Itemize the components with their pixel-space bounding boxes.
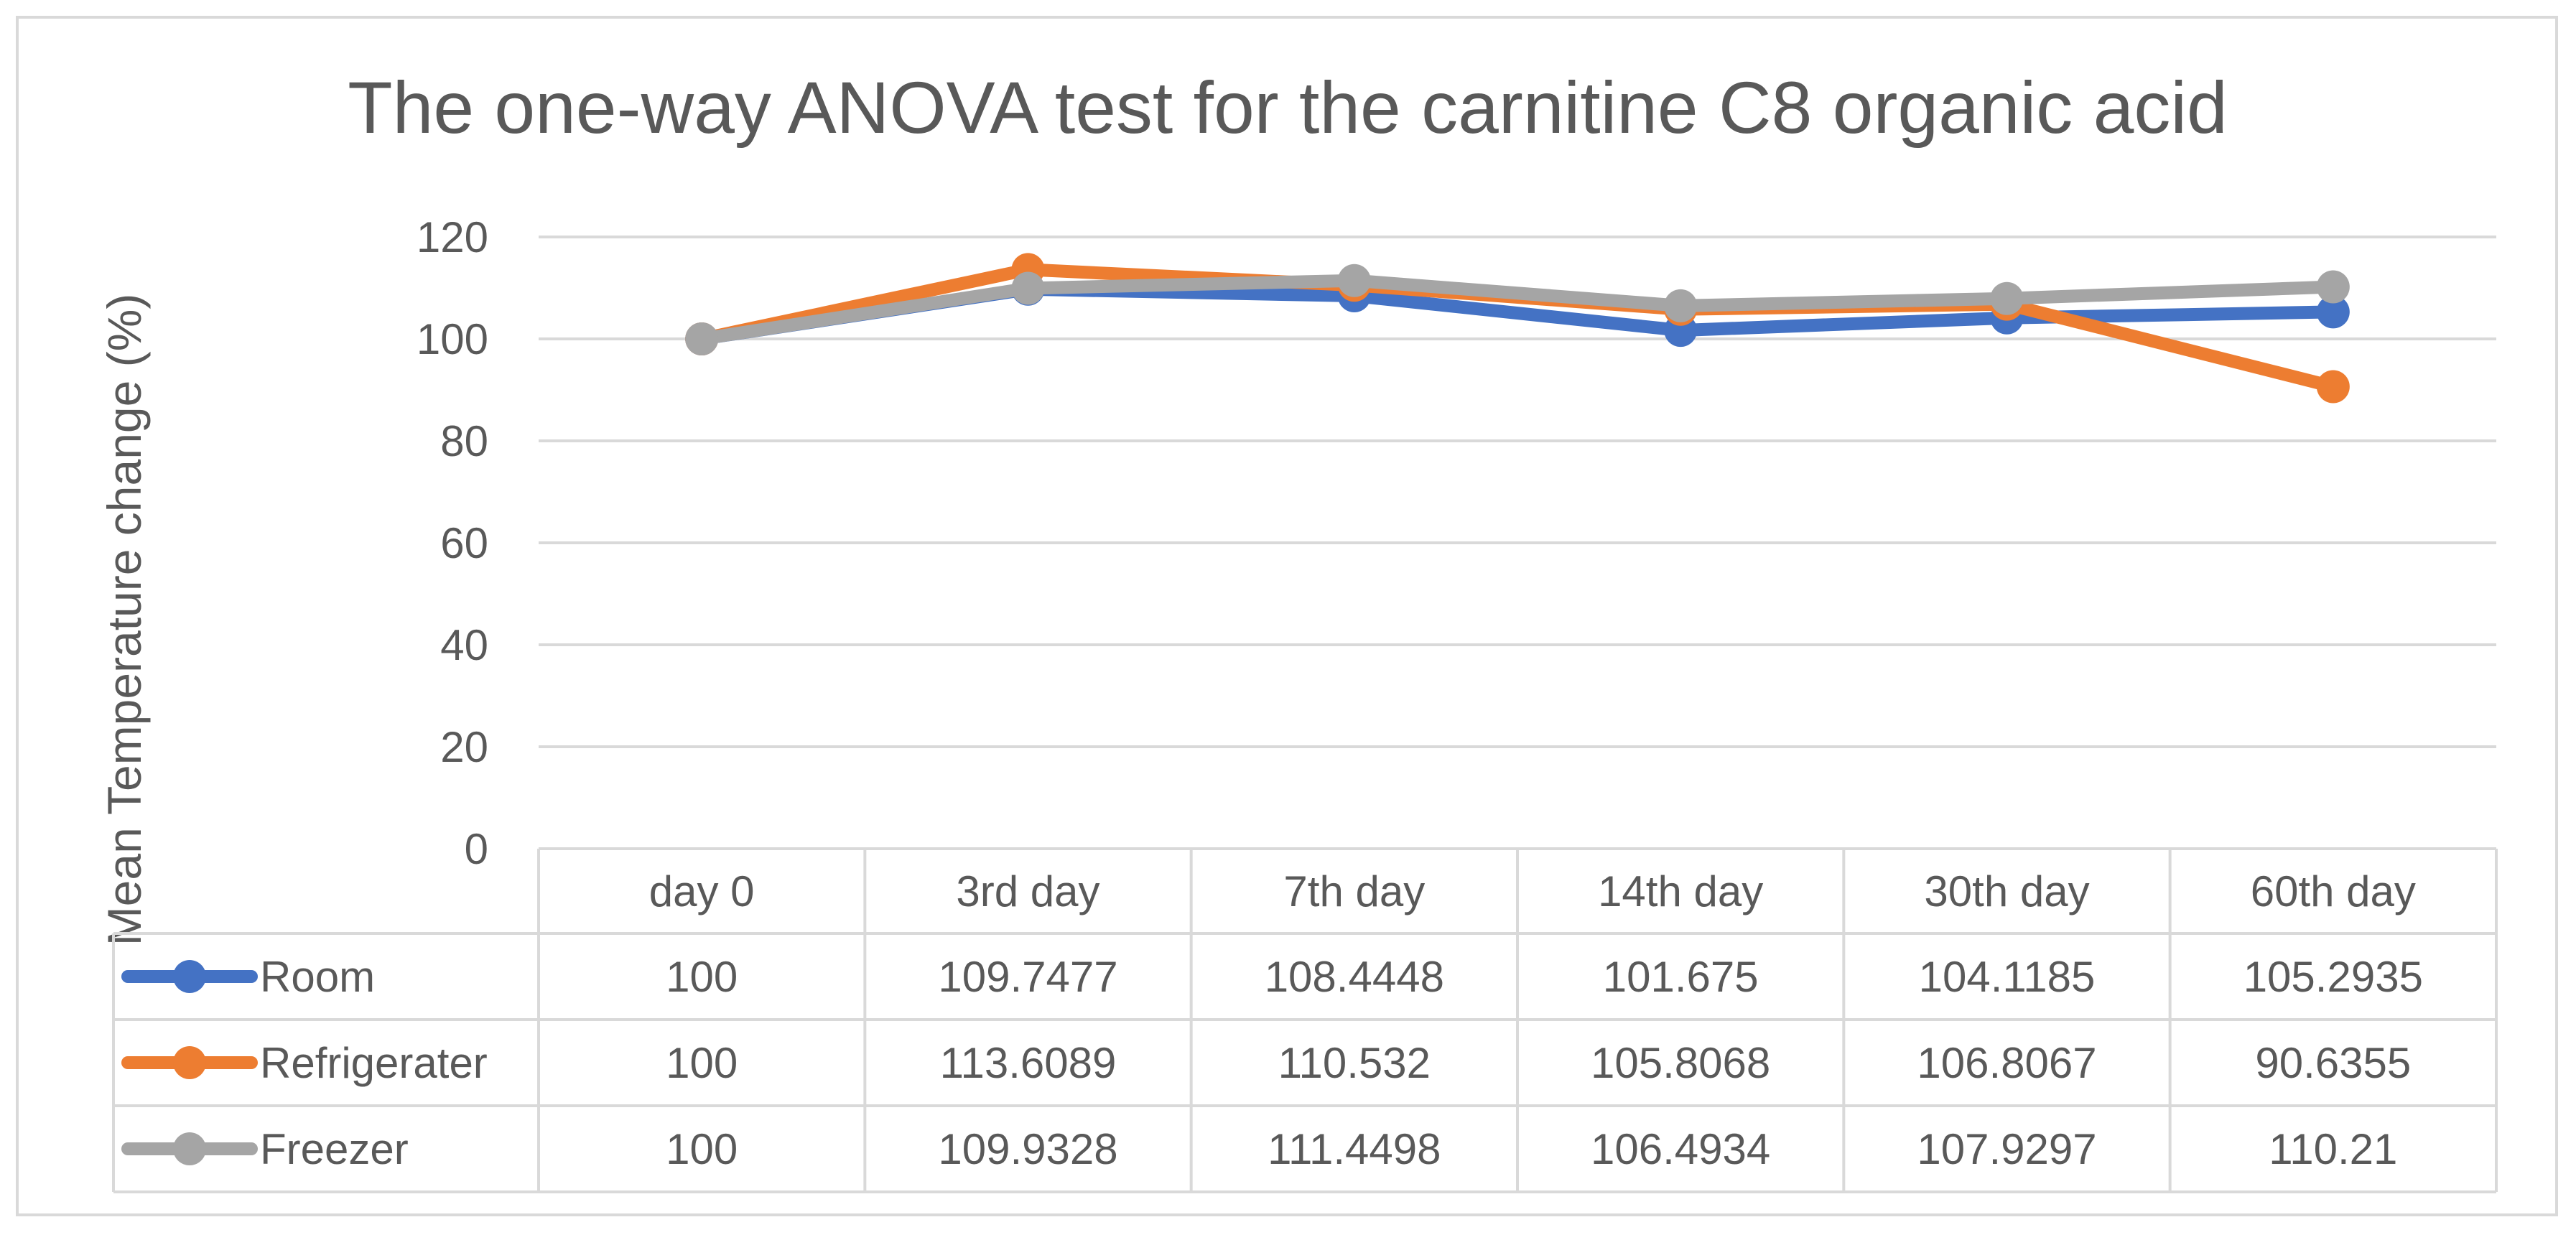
series-line — [695, 274, 2340, 345]
legend-key-refrigerater — [121, 1046, 258, 1079]
data-table-cell: 111.4498 — [1268, 1125, 1441, 1173]
x-category-label: 3rd day — [956, 867, 1099, 915]
data-point — [2316, 270, 2350, 304]
x-category-label: 7th day — [1283, 867, 1425, 915]
y-tick-label: 120 — [417, 213, 488, 261]
y-tick-label: 80 — [440, 417, 488, 465]
data-table: day 0 3rd day 7th day 14th day 30th day 60th … — [112, 847, 2498, 1193]
legend-key-freezer — [121, 1132, 258, 1165]
data-point — [1664, 289, 1698, 322]
series-lines — [685, 253, 2350, 404]
data-table-cell: 110.532 — [1278, 1039, 1431, 1087]
data-table-cell: 110.21 — [2269, 1125, 2397, 1173]
legend-label: Room — [260, 953, 375, 1001]
data-table-cell: 106.8067 — [1917, 1039, 2096, 1087]
y-tick-label: 100 — [417, 315, 488, 363]
data-table-cell: 109.7477 — [938, 953, 1117, 1001]
y-tick-label: 40 — [440, 621, 488, 669]
legend-key-marker — [173, 960, 206, 993]
legend-label: Refrigerater — [260, 1039, 488, 1087]
y-tick-label: 0 — [465, 825, 488, 873]
data-table-cell: 106.4934 — [1591, 1125, 1770, 1173]
series-freezer — [685, 264, 2350, 355]
data-table-cell: 104.1185 — [1919, 953, 2096, 1001]
legend-label: Freezer — [260, 1125, 409, 1173]
data-table-cell: 107.9297 — [1917, 1125, 2096, 1173]
data-point — [1990, 281, 2024, 315]
series-refrigerater — [685, 253, 2350, 404]
data-table-cell: 105.8068 — [1591, 1039, 1770, 1087]
y-tick-label: 60 — [440, 519, 488, 567]
chart-frame — [16, 16, 2558, 1216]
data-point — [1337, 264, 1371, 297]
data-point — [2316, 370, 2350, 404]
gridlines — [539, 236, 2496, 748]
data-table-cell: 100 — [666, 953, 738, 1001]
data-table-cell: 90.6355 — [2255, 1039, 2411, 1087]
legend-key-room — [121, 960, 258, 993]
data-table-cell: 101.675 — [1603, 953, 1759, 1001]
x-category-label: 30th day — [1924, 867, 2089, 915]
data-table-cell: 105.2935 — [2243, 953, 2423, 1001]
data-table-cell: 100 — [666, 1039, 738, 1087]
data-table-cell: 108.4448 — [1265, 953, 1444, 1001]
x-category-label: 14th day — [1598, 867, 1763, 915]
data-table-cell: 100 — [666, 1125, 738, 1173]
data-point — [1011, 271, 1045, 305]
y-tick-labels: 0 20 40 60 80 100 120 — [417, 213, 488, 873]
y-axis-label: Mean Temperature change (%) — [98, 294, 151, 946]
data-point — [685, 322, 719, 355]
legend-key-marker — [173, 1046, 206, 1079]
data-table-cell: 109.9328 — [938, 1125, 1117, 1173]
x-category-label: day 0 — [649, 867, 755, 915]
data-point — [2316, 295, 2350, 329]
data-table-cell: 113.6089 — [940, 1039, 1117, 1087]
x-category-label: 60th day — [2251, 867, 2416, 915]
legend-key-marker — [173, 1132, 206, 1165]
y-tick-label: 20 — [440, 723, 488, 771]
chart-title: The one-way ANOVA test for the carnitine… — [348, 67, 2227, 149]
